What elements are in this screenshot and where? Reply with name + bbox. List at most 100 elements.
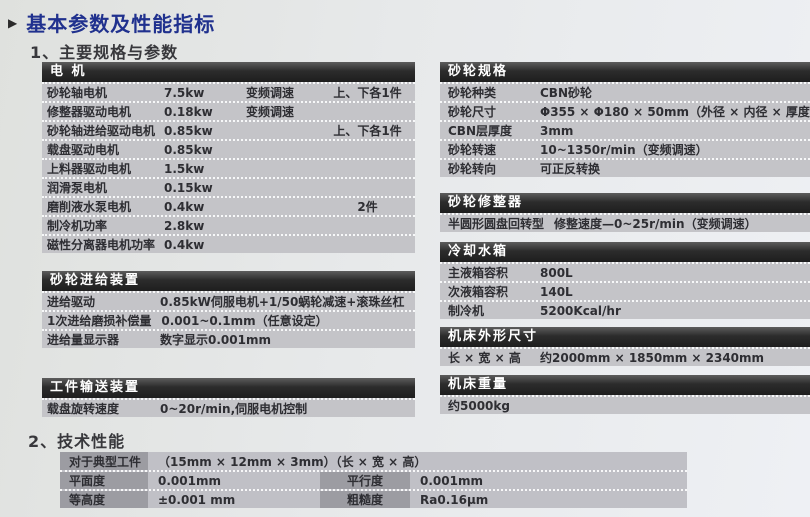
spec-label: 砂轮种类 [448,86,497,100]
spec-value: 0.85kw [164,123,213,138]
table-row: 磁性分离器电机功率 0.4kw [42,234,415,253]
perf-value: 0.001mm [410,472,687,489]
table-row: 润滑泵电机 0.15kw [42,177,415,196]
spec-extra: 2件 [357,200,378,214]
spec-extra: 上、下各1件 [333,124,402,138]
table-row: 砂轮种类 CBN砂轮 [440,82,810,101]
table-row: 载盘旋转速度 0~20r/min,伺服电机控制 [42,398,415,417]
machine-weight-table: 机床重量 约5000kg [440,375,810,414]
spec-label: 约5000kg [448,399,510,413]
table-header-motor: 电 机 [42,62,415,82]
spec-value: 0.001~0.1mm（任意设定） [161,314,328,328]
perf-label: 等高度 [60,491,148,508]
spec-value: CBN砂轮 [540,86,592,100]
table-row: 进给驱动 0.85kW伺服电机+1/50蜗轮减速+滚珠丝杠 [42,291,415,310]
page-title-row: ▶ 基本参数及性能指标 [8,8,215,37]
spec-label: 润滑泵电机 [47,181,108,195]
spec-value: 0.85kw [164,142,213,157]
table-header-workpiece-conveyor: 工件输送装置 [42,378,415,398]
spec-label: 半圆形圆盘回转型 [448,217,545,231]
spec-value: 数字显示0.001mm [160,333,271,347]
table-row: 长 × 宽 × 高 约2000mm × 1850mm × 2340mm [440,347,810,366]
page-title: 基本参数及性能指标 [26,12,216,36]
table-row: 砂轮轴电机 7.5kw 变频调速 上、下各1件 [42,82,415,101]
spec-label: 载盘驱动电机 [47,143,120,157]
spec-label: 磨削液水泵电机 [47,200,132,214]
spec-label: 进给驱动 [47,295,96,309]
spec-label: 上料器驱动电机 [47,162,132,176]
table-row: 等高度 ±0.001 mm 粗糙度 Ra0.16μm [60,489,687,508]
spec-value: 0.4kw [164,199,205,214]
spec-label: CBN层厚度 [448,124,512,138]
spec-label: 次液箱容积 [448,285,509,299]
spec-value: 3mm [540,123,574,138]
spec-value: 0.4kw [164,237,205,252]
right-column: 砂轮规格 砂轮种类 CBN砂轮 砂轮尺寸 Φ355 × Φ180 × 50mm（… [440,62,810,414]
table-row: 1次进给磨损补偿量 0.001~0.1mm（任意设定） [42,310,415,329]
machine-dimensions-table: 机床外形尺寸 长 × 宽 × 高 约2000mm × 1850mm × 2340… [440,327,810,366]
table-row: 主液箱容积 800L [440,262,810,281]
table-header-wheel-dresser: 砂轮修整器 [440,193,810,213]
section2-heading: 2、技术性能 [28,432,126,451]
table-row: 上料器驱动电机 1.5kw [42,158,415,177]
perf-label: 粗糙度 [320,491,410,508]
table-row: 制冷机功率 2.8kw [42,215,415,234]
table-header-machine-weight: 机床重量 [440,375,810,395]
spec-label: 1次进给磨损补偿量 [47,314,152,328]
spec-value: 7.5kw [164,85,205,100]
spec-label: 制冷机 [448,304,485,318]
table-header-wheel-spec: 砂轮规格 [440,62,810,82]
spec-value: 0.18kw [164,104,213,119]
spec-note: 变频调速 [246,86,295,100]
table-header-wheel-feed: 砂轮进给装置 [42,271,415,291]
spec-label: 长 × 宽 × 高 [448,351,521,365]
table-row: 约5000kg [440,395,810,414]
spec-label: 修整器驱动电机 [47,105,132,119]
spec-value: 0.15kw [164,180,213,195]
table-row: 半圆形圆盘回转型 修整速度—0~25r/min（变频调速） [440,213,810,232]
table-row: 砂轮转速 10~1350r/min（变频调速） [440,139,810,158]
spec-label: 砂轮轴进给驱动电机 [47,124,156,138]
spec-value: 140L [540,284,573,299]
spec-label: 砂轮轴电机 [47,86,108,100]
table-row: 次液箱容积 140L [440,281,810,300]
wheel-dresser-table: 砂轮修整器 半圆形圆盘回转型 修整速度—0~25r/min（变频调速） [440,193,810,232]
spec-label: 砂轮转速 [448,143,497,157]
spec-label: 磁性分离器电机功率 [47,238,156,252]
table-row: 砂轮转向 可正反转换 [440,158,810,177]
spec-label: 主液箱容积 [448,266,509,280]
perf-label: 平面度 [60,472,148,489]
spec-note: 变频调速 [246,105,295,119]
table-row: 平面度 0.001mm 平行度 0.001mm [60,470,687,489]
spec-value: 约2000mm × 1850mm × 2340mm [540,351,765,365]
table-row: 磨削液水泵电机 0.4kw 2件 [42,196,415,215]
table-row: 修整器驱动电机 0.18kw 变频调速 [42,101,415,120]
perf-value: ±0.001 mm [148,491,320,508]
motor-table: 电 机 砂轮轴电机 7.5kw 变频调速 上、下各1件 修整器驱动电机 0.18… [42,62,415,253]
section-arrow-icon: ▶ [8,15,18,30]
spec-value: 0.85kW伺服电机+1/50蜗轮减速+滚珠丝杠 [160,295,405,309]
coolant-tank-table: 冷却水箱 主液箱容积 800L 次液箱容积 140L 制冷机 5200Kcal/… [440,242,810,319]
table-row: 砂轮尺寸 Φ355 × Φ180 × 50mm（外径 × 内径 × 厚度） [440,101,810,120]
spec-label: 进给量显示器 [47,333,120,347]
spec-value: 10~1350r/min（变频调速） [540,143,708,157]
table-row: CBN层厚度 3mm [440,120,810,139]
spec-value: 2.8kw [164,218,205,233]
spec-value: 0~20r/min,伺服电机控制 [160,402,308,416]
perf-value: 0.001mm [148,472,320,489]
table-row: 载盘驱动电机 0.85kw [42,139,415,158]
table-row: 砂轮轴进给驱动电机 0.85kw 上、下各1件 [42,120,415,139]
table-row: 进给量显示器 数字显示0.001mm [42,329,415,348]
perf-label: 平行度 [320,472,410,489]
spec-value: 5200Kcal/hr [540,303,621,318]
spec-value: 修整速度—0~25r/min（变频调速） [554,217,757,231]
spec-label: 砂轮尺寸 [448,105,497,119]
table-row: 制冷机 5200Kcal/hr [440,300,810,319]
spec-value: 可正反转换 [540,162,601,176]
table-row: 对于典型工件 （15mm × 12mm × 3mm）（长 × 宽 × 高） [60,452,687,470]
table-header-machine-dimensions: 机床外形尺寸 [440,327,810,347]
spec-value: Φ355 × Φ180 × 50mm（外径 × 内径 × 厚度） [540,105,810,119]
left-column: 电 机 砂轮轴电机 7.5kw 变频调速 上、下各1件 修整器驱动电机 0.18… [42,62,415,417]
workpiece-conveyor-table: 工件输送装置 载盘旋转速度 0~20r/min,伺服电机控制 [42,378,415,417]
perf-value: Ra0.16μm [410,491,687,508]
